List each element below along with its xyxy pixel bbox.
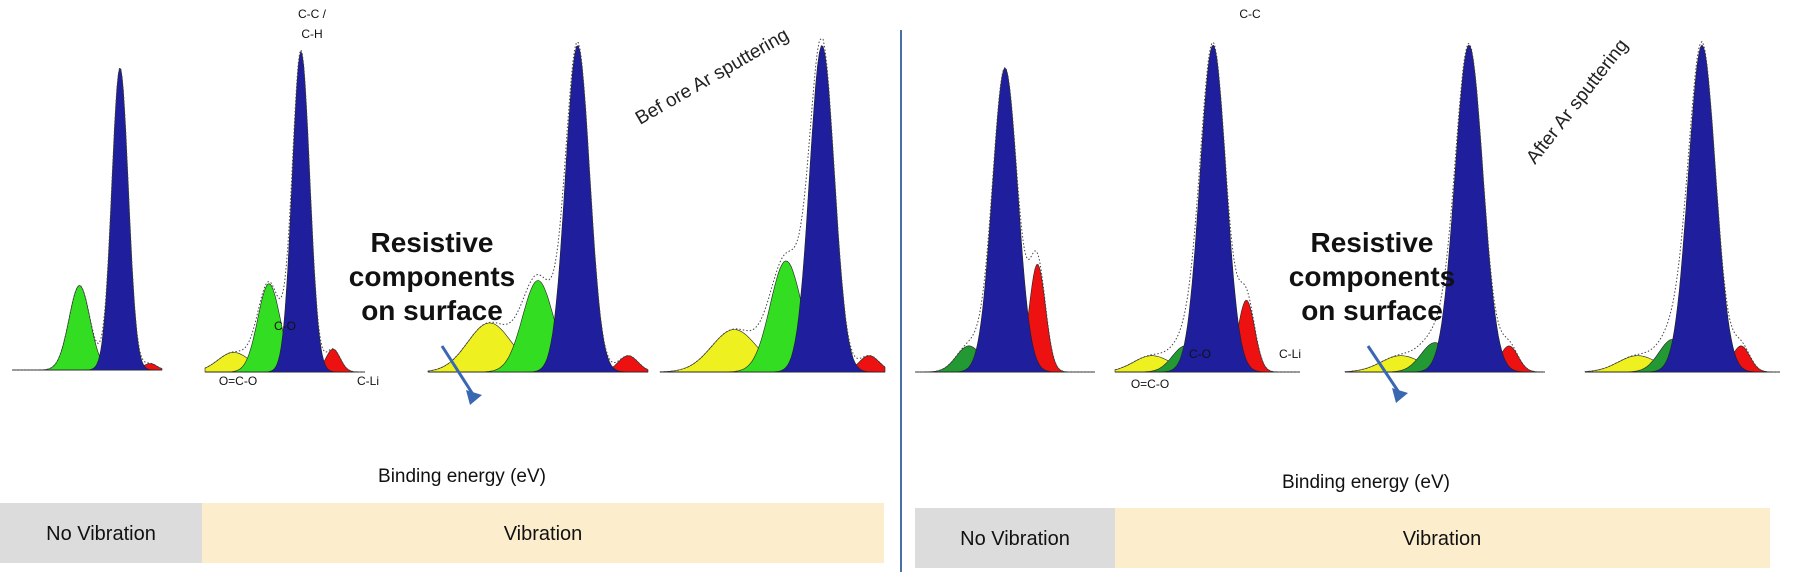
callout-right-arrow-shaft (1366, 345, 1402, 395)
bar-no-vibration-right (915, 508, 1115, 568)
callout-right: Resistive components on surface (1289, 227, 1455, 403)
envelope-panel-2 (204, 48, 365, 373)
note-before-sputtering: Bef ore Ar sputtering (632, 25, 793, 130)
spectrum-panel-7 (1344, 42, 1545, 373)
peak-label-cc-ch-bottom: C-H (301, 27, 322, 41)
spectrum-panel-2 (204, 48, 365, 373)
callout-left-arrow-shaft (440, 345, 476, 397)
callout-right-line3: on surface (1301, 295, 1443, 326)
spectrum-panel-1 (12, 67, 163, 371)
spectrum-panel-6 (1114, 42, 1300, 373)
peak-label-cli-left: C-Li (357, 374, 379, 388)
bar-vibration-right (1115, 508, 1770, 568)
xlabel-right: Binding energy (eV) (1282, 472, 1450, 493)
note-before-sputtering-text: Bef ore Ar sputtering (632, 25, 793, 130)
envelope-panel-7 (1344, 42, 1545, 373)
note-after-sputtering-text: After Ar sputtering (1522, 35, 1632, 168)
callout-left: Resistive components on surface (349, 227, 515, 405)
spectrum-panel-5 (915, 66, 1095, 373)
peak-c-c-panel-5 (915, 67, 1095, 373)
peak-label-cc-ch-top: C-C / (298, 7, 327, 21)
callout-left-line3: on surface (361, 295, 503, 326)
envelope-panel-4 (660, 37, 886, 373)
peak-c-c-c-h-panel-2 (205, 50, 365, 373)
envelope-panel-6 (1114, 42, 1300, 373)
bar-vibration-right-label: Vibration (1403, 528, 1482, 550)
peak-c-c-panel-8 (1585, 44, 1780, 373)
peak-label-co-left: C-O (274, 319, 296, 333)
bar-no-vibration-right-label: No Vibration (960, 528, 1070, 550)
peak-c-c-c-h-panel-3 (428, 45, 648, 373)
bar-vibration-left-label: Vibration (504, 523, 583, 545)
peak-c-c-panel-6 (1115, 45, 1300, 373)
note-after-sputtering: After Ar sputtering (1522, 35, 1632, 168)
spectrum-panel-8 (1584, 40, 1780, 373)
callout-right-line1: Resistive (1311, 227, 1434, 258)
envelope-panel-3 (427, 41, 649, 372)
callout-left-arrow-head (466, 390, 482, 405)
envelope-panel-1 (12, 67, 163, 371)
peak-label-cc-right: C-C (1239, 7, 1261, 21)
xlabel-left: Binding energy (eV) (378, 466, 546, 487)
peak-label-co-right: C-O (1189, 347, 1211, 361)
callout-right-line2: components (1289, 261, 1455, 292)
callout-left-line2: components (349, 261, 515, 292)
bar-no-vibration-left-label: No Vibration (46, 523, 156, 545)
bar-no-vibration-left (0, 503, 202, 563)
peak-label-cli-right: C-Li (1279, 347, 1301, 361)
peak-c-c-panel-7 (1345, 45, 1545, 373)
spectra-panels (12, 37, 1780, 373)
peak-label-oco-right: O=C-O (1131, 377, 1169, 391)
callout-right-arrow-head (1392, 388, 1408, 403)
spectrum-panel-4 (659, 37, 886, 373)
peak-c-c-c-h-panel-4 (660, 45, 885, 373)
bar-vibration-left (202, 503, 884, 563)
peak-label-oco-left: O=C-O (219, 374, 257, 388)
spectrum-panel-3 (427, 41, 649, 373)
callout-left-line1: Resistive (371, 227, 494, 258)
